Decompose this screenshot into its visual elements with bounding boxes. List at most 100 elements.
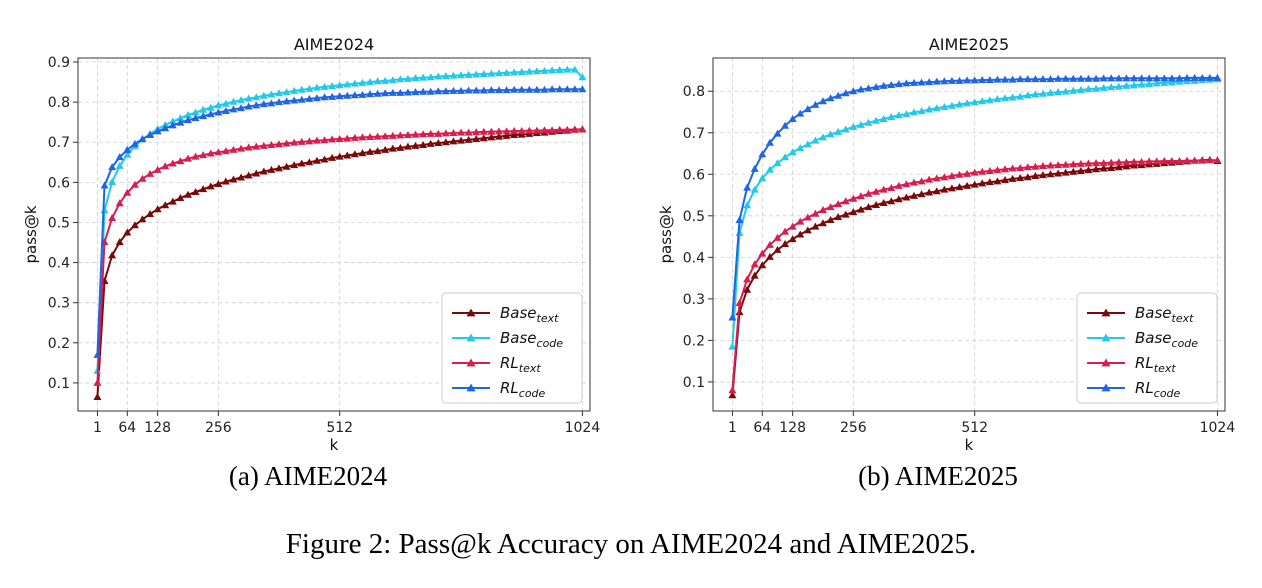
series-rl-text: [728, 156, 1222, 394]
data-point-marker: [494, 69, 503, 77]
data-point-marker: [161, 124, 170, 132]
data-point-marker: [366, 90, 375, 98]
data-point-marker: [818, 219, 827, 227]
data-point-marker: [206, 103, 215, 111]
data-point-marker: [214, 108, 223, 116]
data-point-marker: [1023, 173, 1032, 181]
data-point-marker: [1008, 164, 1017, 172]
x-axis-label: k: [965, 436, 974, 454]
legend-label: RLcode: [500, 379, 546, 400]
data-point-marker: [1114, 82, 1123, 90]
data-point-marker: [320, 155, 329, 163]
data-point-marker: [1061, 168, 1070, 176]
legend-label: RLtext: [1135, 354, 1176, 375]
data-point-marker: [267, 165, 276, 173]
data-point-marker: [940, 185, 949, 193]
data-point-marker: [252, 93, 261, 101]
data-point-marker: [728, 386, 737, 394]
data-point-marker: [161, 162, 170, 170]
plot-frame: [712, 57, 1226, 412]
data-point-marker: [411, 130, 420, 138]
data-point-marker: [282, 139, 291, 147]
data-point-marker: [1069, 74, 1078, 82]
data-point-marker: [138, 174, 147, 182]
data-point-marker: [978, 97, 987, 105]
data-point-marker: [1092, 165, 1101, 173]
data-point-marker: [932, 174, 941, 182]
data-point-marker: [479, 127, 488, 135]
data-point-marker: [887, 112, 896, 120]
data-point-marker: [1031, 171, 1040, 179]
data-point-marker: [1001, 165, 1010, 173]
data-point-marker: [818, 205, 827, 213]
data-point-marker: [335, 152, 344, 160]
data-point-marker: [381, 76, 390, 84]
data-point-marker: [532, 126, 541, 134]
legend-swatch-marker: [1101, 358, 1111, 367]
data-point-marker: [312, 156, 321, 164]
data-point-marker: [426, 73, 435, 81]
data-point-marker: [841, 125, 850, 133]
data-point-marker: [464, 135, 473, 143]
data-point-marker: [940, 103, 949, 111]
data-point-marker: [108, 251, 117, 259]
data-point-marker: [441, 87, 450, 95]
data-point-marker: [259, 91, 268, 99]
data-point-marker: [419, 73, 428, 81]
data-point-marker: [366, 78, 375, 86]
data-point-marker: [773, 159, 782, 167]
x-tick-label: 128: [779, 420, 806, 436]
data-point-marker: [872, 116, 881, 124]
data-point-marker: [1038, 161, 1047, 169]
data-point-marker: [396, 88, 405, 96]
data-point-marker: [834, 200, 843, 208]
data-point-marker: [758, 174, 767, 182]
data-point-marker: [93, 350, 102, 358]
data-point-marker: [1145, 157, 1154, 165]
data-point-marker: [214, 101, 223, 109]
data-point-marker: [305, 84, 314, 92]
legend-label: RLcode: [1135, 379, 1181, 400]
data-point-marker: [328, 82, 337, 90]
data-point-marker: [811, 222, 820, 230]
data-point-marker: [472, 70, 481, 78]
data-point-marker: [540, 66, 549, 74]
data-point-marker: [735, 215, 744, 223]
data-point-marker: [146, 210, 155, 218]
data-point-marker: [388, 144, 397, 152]
data-point-marker: [1167, 74, 1176, 82]
data-point-marker: [381, 145, 390, 153]
data-point-marker: [366, 133, 375, 141]
data-point-marker: [494, 132, 503, 140]
data-point-marker: [1016, 75, 1025, 83]
data-point-marker: [1198, 73, 1207, 81]
data-point-marker: [532, 67, 541, 75]
data-point-marker: [773, 245, 782, 253]
data-point-marker: [1001, 176, 1010, 184]
data-point-marker: [502, 68, 511, 76]
data-point-marker: [781, 227, 790, 235]
data-point-marker: [773, 233, 782, 241]
data-point-marker: [826, 130, 835, 138]
data-point-marker: [796, 109, 805, 117]
data-point-marker: [947, 171, 956, 179]
data-point-marker: [1023, 75, 1032, 83]
data-point-marker: [510, 68, 519, 76]
data-point-marker: [161, 201, 170, 209]
data-point-marker: [1152, 74, 1161, 82]
data-point-marker: [864, 189, 873, 197]
data-point-marker: [411, 141, 420, 149]
data-point-marker: [434, 72, 443, 80]
data-point-marker: [872, 201, 881, 209]
data-point-marker: [1099, 74, 1108, 82]
data-point-marker: [199, 105, 208, 113]
y-tick-label: 0.8: [683, 84, 705, 100]
data-point-marker: [464, 70, 473, 78]
data-point-marker: [229, 105, 238, 113]
data-point-marker: [841, 197, 850, 205]
data-point-marker: [403, 142, 412, 150]
data-point-marker: [864, 118, 873, 126]
data-point-marker: [811, 136, 820, 144]
data-point-marker: [963, 99, 972, 107]
data-point-marker: [335, 81, 344, 89]
